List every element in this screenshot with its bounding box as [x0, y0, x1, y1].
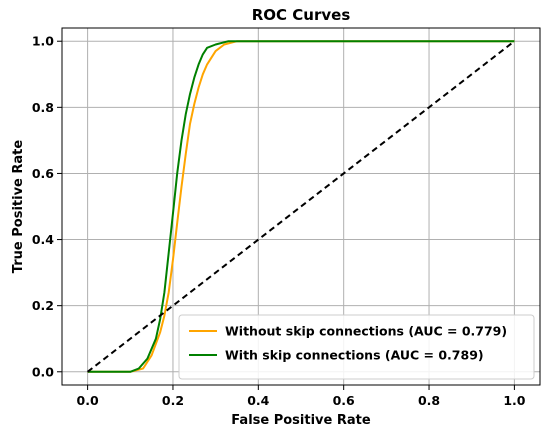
x-tick-label: 0.2	[162, 393, 184, 408]
x-axis-label: False Positive Rate	[231, 413, 371, 428]
series-lines	[86, 40, 516, 373]
y-tick-label: 1.0	[32, 34, 54, 49]
legend-label: With skip connections (AUC = 0.789)	[225, 348, 484, 363]
y-tick-label: 0.8	[32, 100, 54, 115]
x-tick-label: 0.0	[77, 393, 99, 408]
grid-lines	[62, 28, 540, 385]
x-tick-label: 0.8	[418, 393, 440, 408]
roc-curve-line	[87, 40, 515, 373]
roc-curve-line	[87, 40, 515, 373]
y-axis-label: True Positive Rate	[11, 140, 26, 274]
x-tick-label: 0.4	[247, 393, 269, 408]
y-tick-label: 0.6	[32, 166, 54, 181]
legend-box	[178, 314, 535, 380]
y-tick-label: 0.2	[32, 298, 54, 313]
plot-frame	[61, 27, 541, 386]
legend-label: Without skip connections (AUC = 0.779)	[225, 324, 507, 339]
x-tick-label: 1.0	[503, 393, 525, 408]
y-tick-label: 0.4	[32, 232, 54, 247]
y-tick-label: 0.0	[32, 364, 54, 379]
chart-title: ROC Curves	[252, 6, 351, 24]
x-tick-label: 0.6	[333, 393, 355, 408]
legend: Without skip connections (AUC = 0.779) Wi…	[178, 314, 535, 380]
axis-ticks: 0.0 0.2 0.4 0.6 0.8 1.0 0.0 0.2 0.4 0.6 0.8 1.0	[32, 34, 526, 408]
